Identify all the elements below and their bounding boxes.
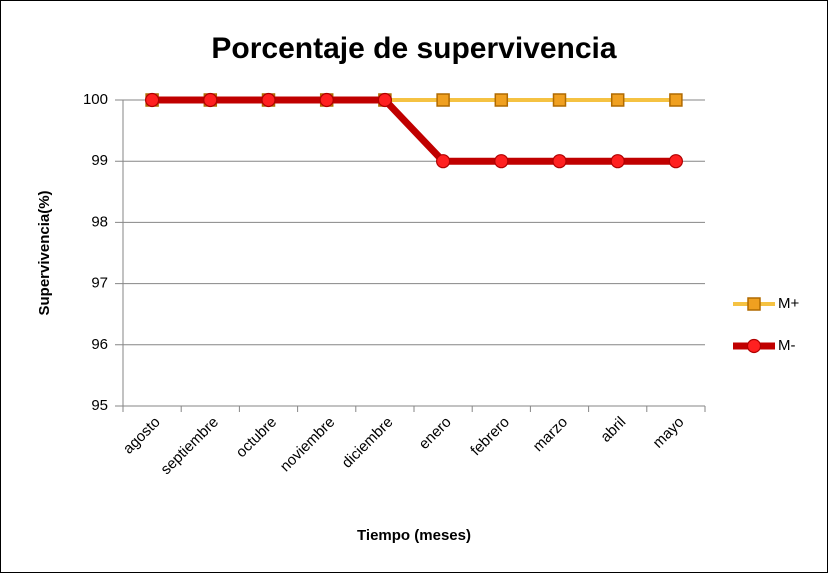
y-tick-label: 100	[83, 91, 108, 108]
y-tick-label: 99	[91, 152, 108, 169]
legend-label: M+	[778, 295, 799, 312]
data-point	[145, 92, 160, 108]
y-axis-label: Supervivencia(%)	[36, 190, 53, 315]
chart-title: Porcentaje de supervivencia	[211, 32, 617, 65]
y-tick-label: 97	[91, 275, 108, 292]
data-point	[436, 154, 451, 169]
data-point	[494, 154, 509, 169]
data-point	[377, 92, 392, 108]
data-point	[552, 93, 567, 107]
y-tick-label: 95	[91, 397, 108, 414]
data-point	[319, 92, 334, 108]
data-point	[494, 93, 509, 107]
y-tick-label: 98	[91, 213, 108, 230]
y-tick-label: 96	[91, 336, 108, 353]
legend-label: M-	[778, 337, 796, 354]
legend-marker	[747, 297, 761, 311]
data-point	[203, 92, 218, 108]
data-point	[610, 93, 625, 107]
series-line	[152, 96, 676, 165]
data-point	[436, 93, 450, 107]
legend-marker	[746, 338, 762, 354]
data-point	[552, 154, 567, 169]
data-point	[668, 154, 684, 169]
data-point	[610, 154, 625, 169]
data-point	[669, 93, 683, 107]
x-axis-label: Tiempo (meses)	[357, 527, 471, 544]
data-point	[261, 92, 276, 108]
